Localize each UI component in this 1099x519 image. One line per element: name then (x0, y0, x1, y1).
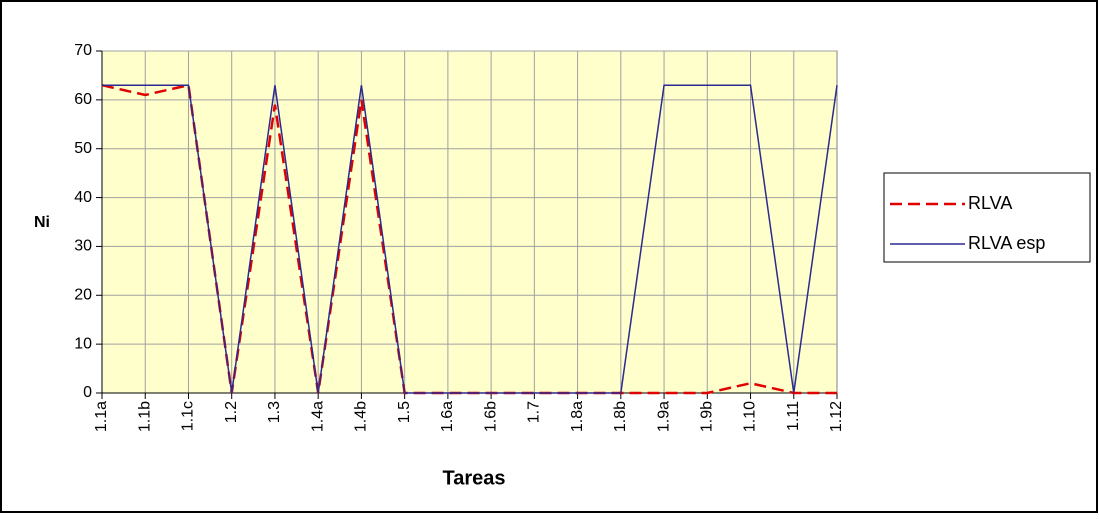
x-tick-label: 1.4b (353, 401, 370, 432)
x-axis-title: Tareas (442, 467, 505, 489)
x-tick-label: 1.5 (396, 401, 413, 423)
y-tick-label: 0 (83, 384, 92, 401)
y-tick-label: 40 (74, 189, 92, 206)
legend-label: RLVA (968, 193, 1012, 213)
y-axis-title: Ni (34, 214, 50, 231)
x-tick-label: 1.1a (93, 401, 110, 432)
x-tick-label: 1.9a (655, 401, 672, 432)
y-tick-label: 10 (74, 335, 92, 352)
x-tick-label: 1.12 (828, 401, 845, 432)
legend-label: RLVA esp (968, 233, 1045, 253)
x-tick-label: 1.3 (266, 401, 283, 423)
x-tick-label: 1.11 (785, 401, 802, 431)
y-tick-label: 30 (74, 238, 92, 255)
y-tick-label: 20 (74, 287, 92, 304)
x-tick-label: 1.8b (612, 401, 629, 432)
x-tick-label: 1.2 (223, 401, 240, 423)
x-tick-label: 1.10 (742, 401, 759, 432)
y-tick-label: 60 (74, 91, 92, 108)
plot-area (101, 50, 838, 394)
x-tick-label: 1.8a (569, 401, 586, 432)
legend-box (883, 172, 1091, 263)
x-tick-label: 1.1b (136, 401, 153, 432)
y-tick-label: 70 (74, 42, 92, 59)
x-tick-label: 1.6a (439, 401, 456, 432)
y-tick-label: 50 (74, 140, 92, 157)
series-line (102, 84, 838, 394)
x-tick-label: 1.6b (482, 401, 499, 432)
x-tick-label: 1.1c (180, 401, 197, 431)
x-tick-label: 1.9b (699, 401, 716, 432)
x-tick-label: 1.7 (526, 401, 543, 423)
x-tick-label: 1.4a (309, 401, 326, 432)
